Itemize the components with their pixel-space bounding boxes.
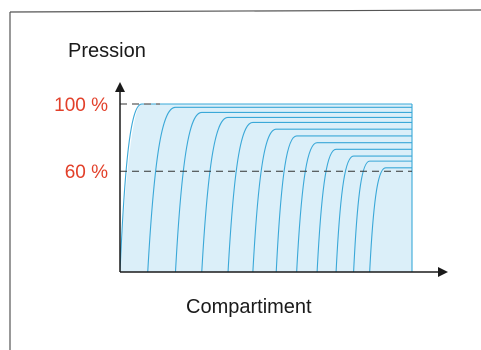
series-curve-10 (335, 155, 412, 273)
x-axis-label: Compartiment (186, 296, 312, 318)
series-curve-1 (119, 103, 412, 273)
series-curve-9 (316, 148, 412, 273)
x-axis-arrow (438, 267, 448, 277)
y-tick-label-60: 60 % (65, 162, 108, 183)
series-curve-7 (275, 135, 412, 273)
series-curve-2 (147, 106, 412, 273)
y-tick-label-100: 100 % (54, 95, 108, 116)
series-curve-12 (369, 167, 412, 273)
plot-area: 100 % 60 % (54, 82, 448, 277)
frame-top-line (9, 9, 481, 13)
series-curve-3 (174, 111, 412, 273)
series-curve-8 (296, 142, 412, 273)
series-curve-6 (252, 128, 412, 273)
y-axis-label: Pression (68, 40, 146, 62)
y-axis-arrow (115, 82, 125, 92)
series-curve-4 (201, 116, 412, 273)
series-curve-11 (353, 160, 412, 273)
series-curve-5 (227, 121, 412, 273)
